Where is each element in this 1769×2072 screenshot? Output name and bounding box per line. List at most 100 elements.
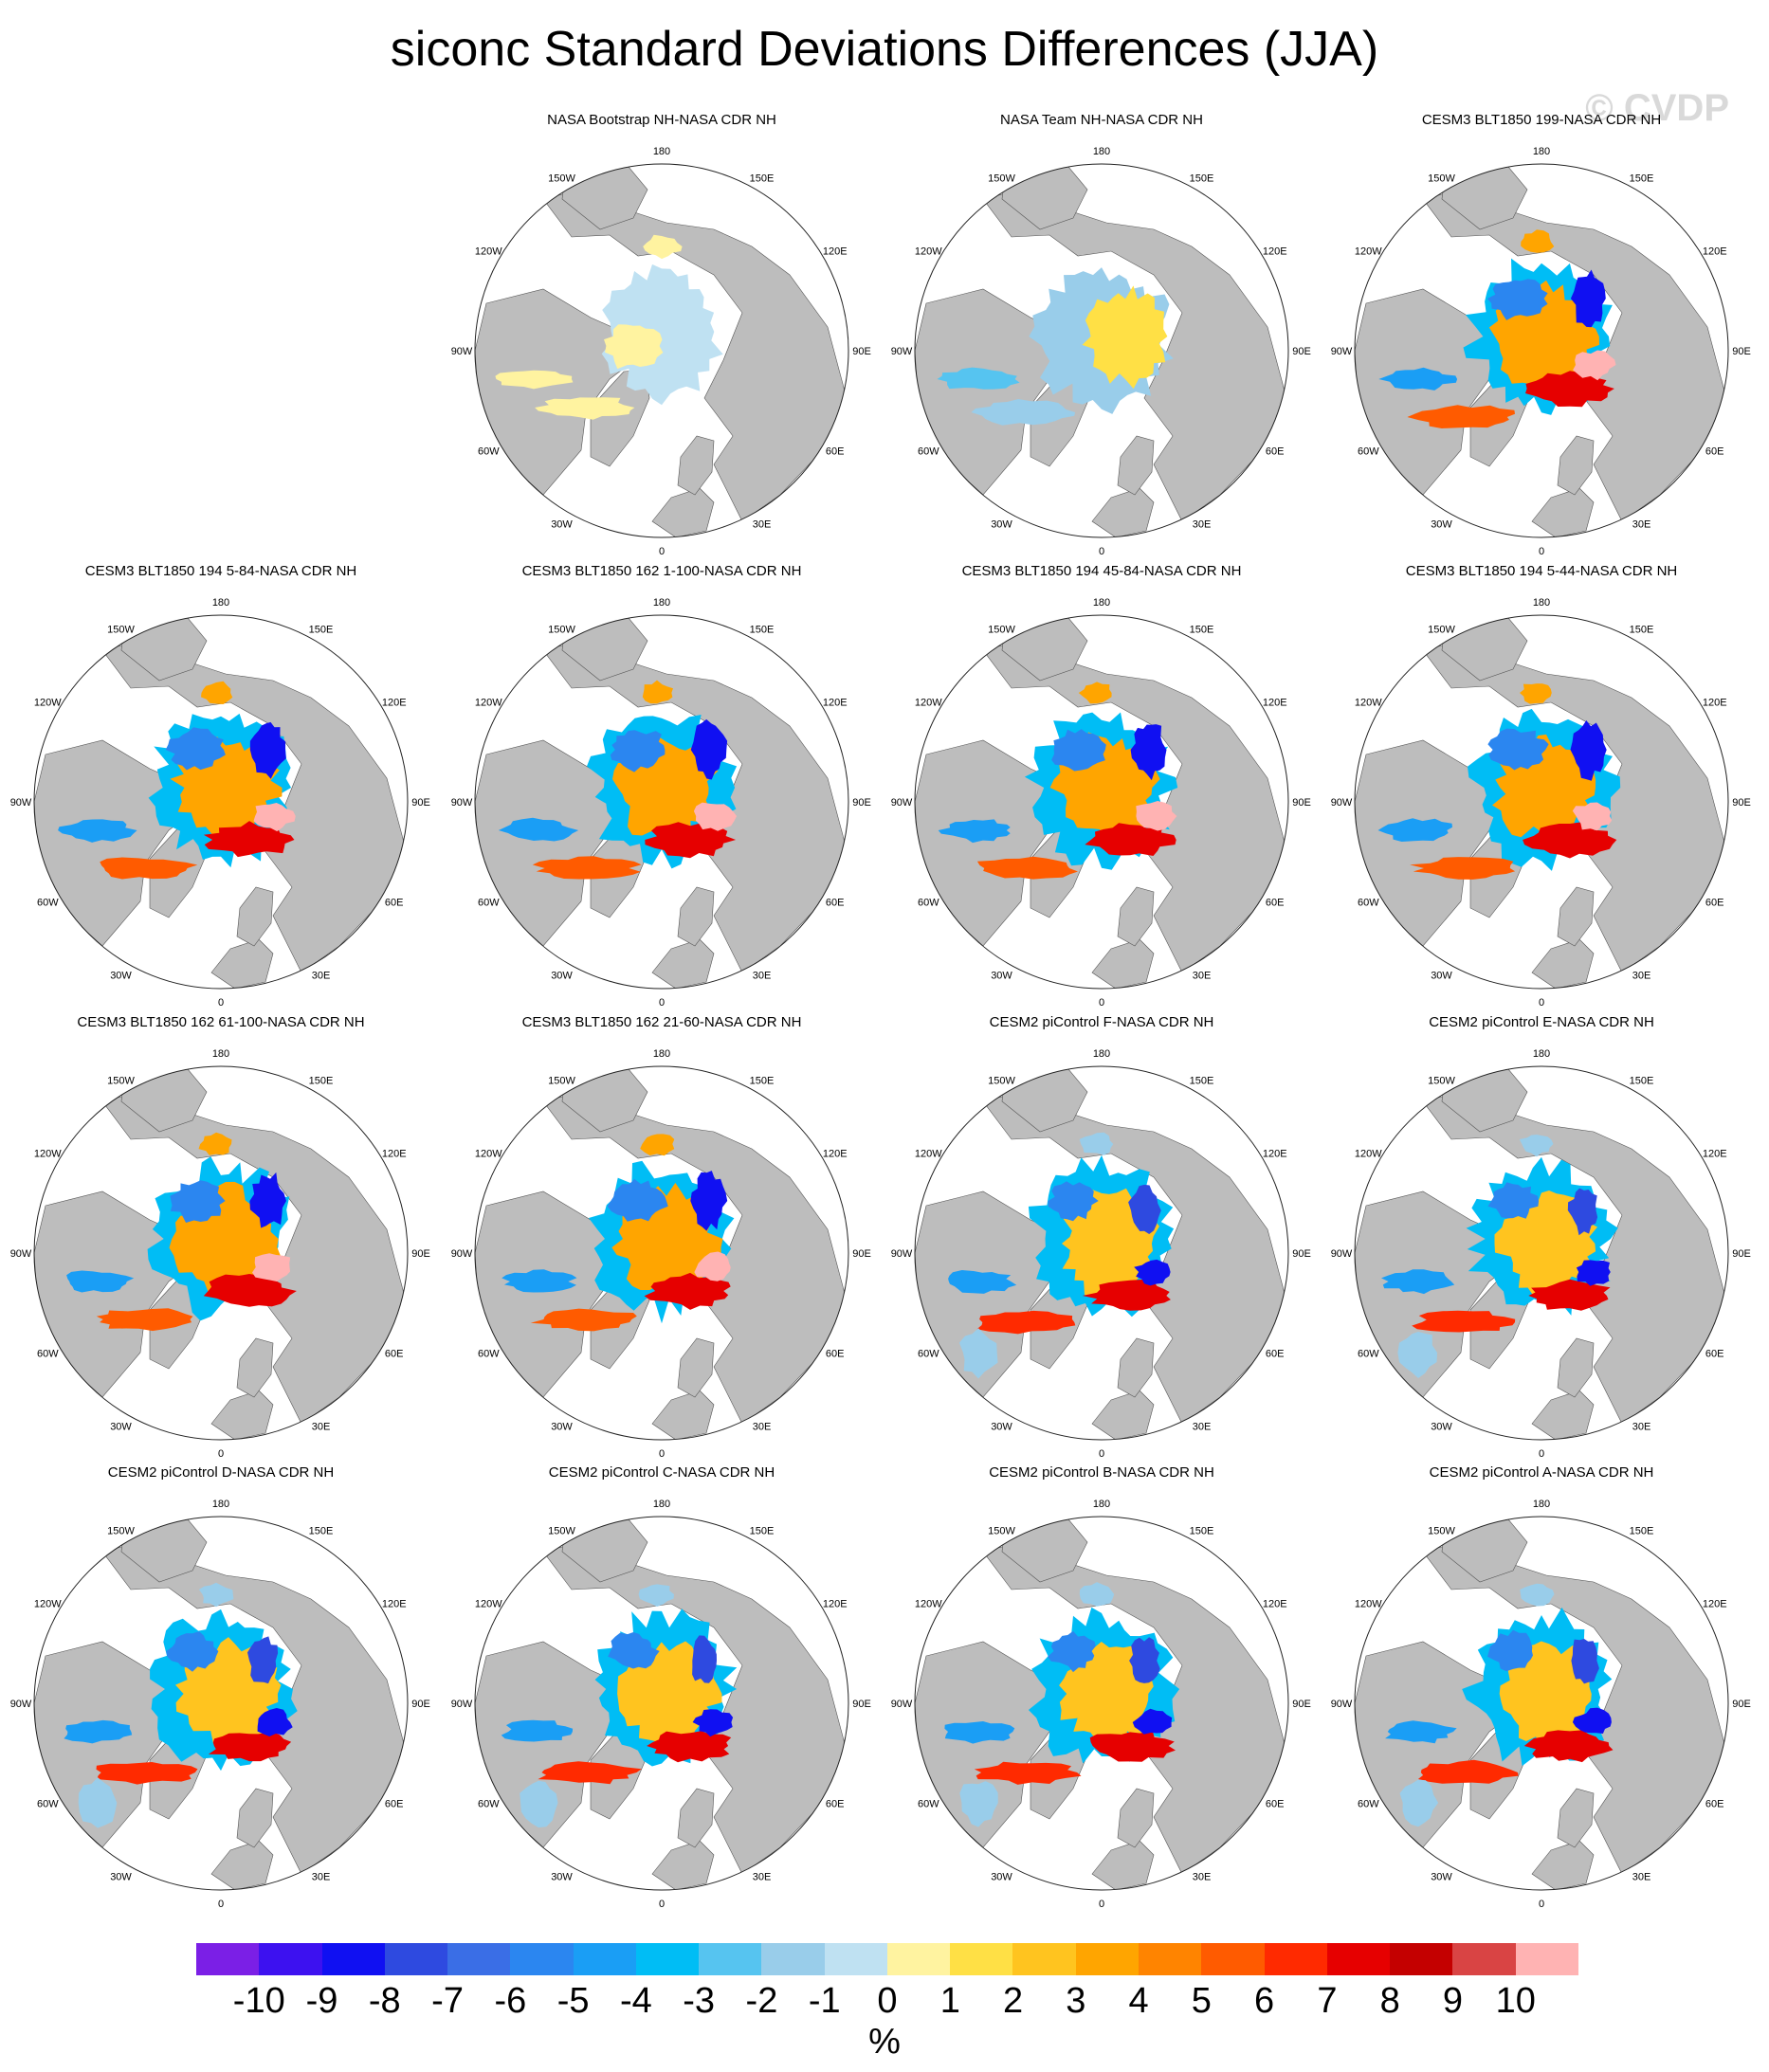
map-boundary bbox=[33, 1065, 409, 1441]
lon-label-e90: 90E bbox=[852, 797, 871, 809]
lon-label-e120: 120E bbox=[382, 1599, 407, 1610]
colorbar-tick: -6 bbox=[494, 1981, 527, 2021]
lon-label-e60: 60E bbox=[1705, 898, 1724, 909]
land-europe bbox=[1531, 1390, 1595, 1440]
colorbar-tick: 4 bbox=[1128, 1981, 1149, 2021]
lon-label-w30: 30W bbox=[991, 519, 1012, 531]
lon-label-w30: 30W bbox=[110, 971, 132, 982]
lon-label-w120: 120W bbox=[34, 1149, 62, 1160]
lon-label-w120: 120W bbox=[34, 1599, 62, 1610]
sea-ice-anomaly bbox=[937, 267, 1174, 426]
map-field bbox=[34, 1517, 408, 1890]
lon-label-e60: 60E bbox=[385, 1349, 404, 1360]
map-field bbox=[475, 1517, 848, 1890]
lon-label-bottom: 0 bbox=[659, 546, 665, 557]
lon-label-w30: 30W bbox=[110, 1422, 132, 1433]
land-scandinavia bbox=[677, 886, 715, 947]
lon-label-w150: 150W bbox=[548, 624, 575, 635]
land-europe bbox=[651, 1390, 715, 1440]
land-scandinavia bbox=[236, 1337, 274, 1398]
landmass-group bbox=[915, 615, 1287, 989]
map-boundary bbox=[1354, 1516, 1729, 1891]
sea-ice-anomaly bbox=[1385, 1583, 1614, 1827]
map-boundary bbox=[1354, 1065, 1729, 1441]
lon-label-w30: 30W bbox=[551, 971, 573, 982]
colorbar-box bbox=[824, 1943, 887, 1975]
colorbar-tick: 1 bbox=[939, 1981, 960, 2021]
lon-label-w60: 60W bbox=[918, 898, 939, 909]
lon-label-e120: 120E bbox=[823, 1149, 848, 1160]
land-europe bbox=[1091, 1840, 1155, 1890]
lon-label-e30: 30E bbox=[1193, 971, 1212, 982]
sea-ice-anomaly bbox=[944, 1582, 1180, 1827]
lon-label-e30: 30E bbox=[753, 1872, 772, 1883]
lon-label-bottom: 0 bbox=[659, 997, 665, 1009]
lon-label-e120: 120E bbox=[1703, 698, 1727, 709]
polar-map: 180 150E 120E 90E 60E 30E 0 30W 60W 90W 120W 150W bbox=[451, 1499, 871, 1910]
panel-title: NASA Team NH-NASA CDR NH bbox=[1000, 112, 1203, 128]
lon-label-w90: 90W bbox=[1331, 1248, 1353, 1260]
lon-label-w150: 150W bbox=[988, 173, 1015, 184]
lon-label-e30: 30E bbox=[312, 1422, 331, 1433]
map-panel: NASA Team NH-NASA CDR NH 180 150E 120E 90E 60… bbox=[881, 112, 1322, 563]
lon-label-w90: 90W bbox=[1331, 346, 1353, 357]
colorbar-tick: -8 bbox=[368, 1981, 401, 2021]
colorbar-box bbox=[1075, 1943, 1139, 1975]
lon-label-e60: 60E bbox=[1266, 1799, 1285, 1810]
lon-label-top: 180 bbox=[1093, 597, 1110, 609]
lon-label-e60: 60E bbox=[1705, 1349, 1724, 1360]
lon-label-e120: 120E bbox=[1263, 246, 1287, 258]
map-field bbox=[34, 1066, 408, 1440]
colorbar-box bbox=[1390, 1943, 1453, 1975]
panel-title: NASA Bootstrap NH-NASA CDR NH bbox=[547, 112, 776, 128]
lon-label-w150: 150W bbox=[1428, 1075, 1455, 1086]
map-boundary bbox=[914, 163, 1289, 538]
map-panel: NASA Bootstrap NH-NASA CDR NH 180 150E 120E… bbox=[441, 112, 883, 563]
sea-ice-anomaly bbox=[64, 1582, 298, 1828]
lon-label-w150: 150W bbox=[1428, 1525, 1455, 1536]
colorbar-box bbox=[1515, 1943, 1578, 1975]
landmass-group bbox=[34, 1517, 407, 1890]
map-boundary bbox=[1354, 614, 1729, 990]
lon-label-w60: 60W bbox=[1358, 1349, 1379, 1360]
colorbar-tick: 7 bbox=[1317, 1981, 1338, 2021]
polar-map: 180 150E 120E 90E 60E 30E 0 30W 60W 90W 120W 150W bbox=[10, 597, 430, 1009]
lon-label-e60: 60E bbox=[385, 1799, 404, 1810]
colorbar-tick: 8 bbox=[1379, 1981, 1400, 2021]
lon-label-w30: 30W bbox=[1431, 971, 1452, 982]
lon-label-e60: 60E bbox=[1705, 446, 1724, 458]
land-scandinavia bbox=[677, 1337, 715, 1398]
lon-label-e150: 150E bbox=[750, 173, 775, 184]
colorbar-box bbox=[196, 1943, 260, 1975]
lon-label-top: 180 bbox=[653, 146, 670, 157]
lon-label-w120: 120W bbox=[915, 246, 942, 258]
land-scandinavia bbox=[677, 435, 715, 496]
map-panel: CESM2 piControl D-NASA CDR NH 180 150E 120E… bbox=[0, 1464, 442, 1916]
lon-label-e120: 120E bbox=[823, 246, 848, 258]
map-boundary bbox=[914, 1516, 1289, 1891]
land-scandinavia bbox=[1557, 435, 1595, 496]
map-boundary bbox=[474, 614, 849, 990]
landmass-group bbox=[475, 164, 848, 537]
lon-label-w150: 150W bbox=[1428, 173, 1455, 184]
lon-label-e150: 150E bbox=[750, 624, 775, 635]
sea-ice-anomaly bbox=[498, 680, 738, 880]
lon-label-e30: 30E bbox=[753, 1422, 772, 1433]
lon-label-e90: 90E bbox=[1292, 1699, 1311, 1710]
lon-label-w90: 90W bbox=[891, 346, 913, 357]
colorbar-box bbox=[1201, 1943, 1265, 1975]
lon-label-top: 180 bbox=[1093, 1499, 1110, 1510]
lon-label-e60: 60E bbox=[1266, 446, 1285, 458]
colorbar-box bbox=[384, 1943, 448, 1975]
lon-label-w30: 30W bbox=[110, 1872, 132, 1883]
lon-label-bottom: 0 bbox=[218, 997, 224, 1009]
polar-map: 180 150E 120E 90E 60E 30E 0 30W 60W 90W 120W 150W bbox=[891, 146, 1311, 557]
lon-label-bottom: 0 bbox=[1539, 1448, 1544, 1460]
lon-label-w60: 60W bbox=[918, 1799, 939, 1810]
colorbar-box bbox=[321, 1943, 385, 1975]
lon-label-e150: 150E bbox=[750, 1075, 775, 1086]
colorbar-box bbox=[573, 1943, 636, 1975]
lon-label-w120: 120W bbox=[915, 1149, 942, 1160]
lon-label-w90: 90W bbox=[891, 797, 913, 809]
map-field bbox=[475, 615, 848, 989]
